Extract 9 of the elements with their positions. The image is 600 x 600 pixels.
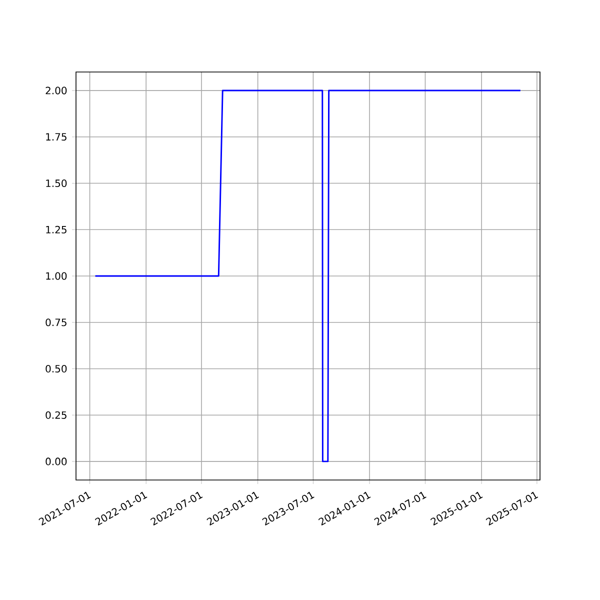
y-tick-label: 1.75 <box>46 133 66 141</box>
y-tick-label: 0.00 <box>46 458 67 466</box>
y-tick-label: 1.25 <box>46 226 66 234</box>
y-tick-label: 0.75 <box>46 318 66 326</box>
y-tick-label: 0.25 <box>46 411 66 419</box>
y-tick-label: 0.50 <box>46 364 67 373</box>
y-tick-label: 1.50 <box>46 179 67 188</box>
y-tick-label: 1.00 <box>46 272 67 280</box>
y-tick-label: 2.00 <box>46 86 67 94</box>
